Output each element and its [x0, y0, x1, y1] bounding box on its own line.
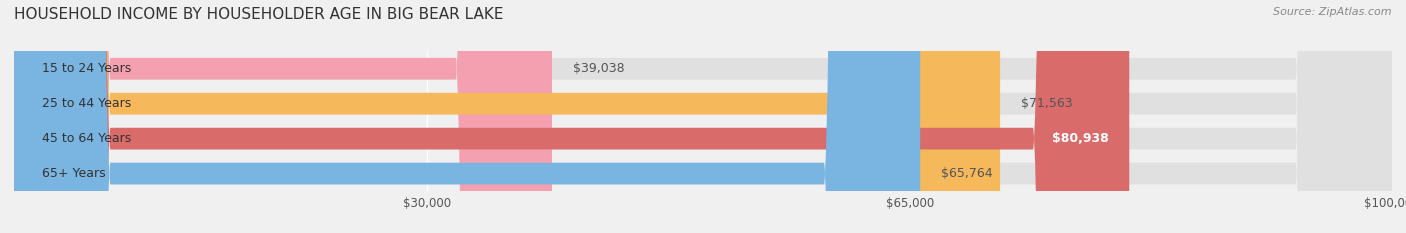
FancyBboxPatch shape: [14, 0, 1392, 233]
Text: 15 to 24 Years: 15 to 24 Years: [42, 62, 131, 75]
Text: $65,764: $65,764: [941, 167, 993, 180]
Text: $39,038: $39,038: [572, 62, 624, 75]
Text: 45 to 64 Years: 45 to 64 Years: [42, 132, 131, 145]
Text: HOUSEHOLD INCOME BY HOUSEHOLDER AGE IN BIG BEAR LAKE: HOUSEHOLD INCOME BY HOUSEHOLDER AGE IN B…: [14, 7, 503, 22]
FancyBboxPatch shape: [14, 0, 1000, 233]
FancyBboxPatch shape: [14, 0, 1392, 233]
FancyBboxPatch shape: [14, 0, 1129, 233]
Text: 25 to 44 Years: 25 to 44 Years: [42, 97, 131, 110]
Text: $80,938: $80,938: [1052, 132, 1108, 145]
Text: Source: ZipAtlas.com: Source: ZipAtlas.com: [1274, 7, 1392, 17]
Text: $71,563: $71,563: [1021, 97, 1073, 110]
FancyBboxPatch shape: [14, 0, 553, 233]
Text: 65+ Years: 65+ Years: [42, 167, 105, 180]
FancyBboxPatch shape: [14, 0, 1392, 233]
FancyBboxPatch shape: [14, 0, 920, 233]
FancyBboxPatch shape: [14, 0, 1392, 233]
